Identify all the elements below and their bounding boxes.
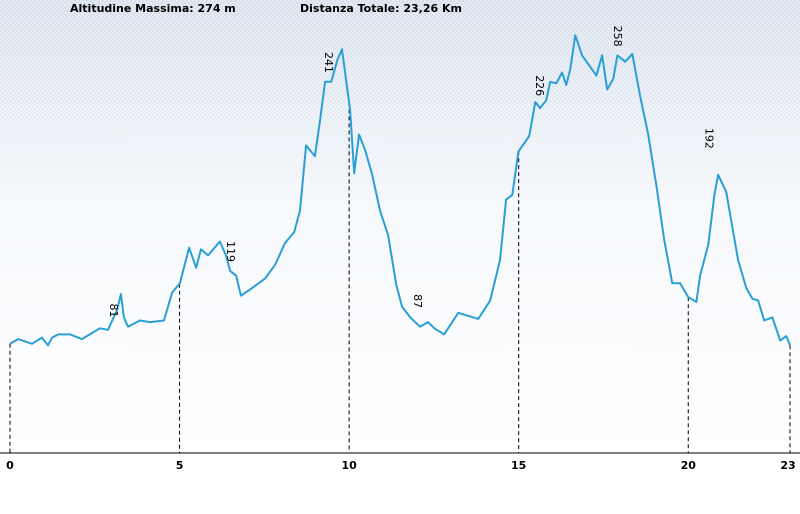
point-label: 241: [322, 52, 335, 73]
x-tick-label: 0: [6, 459, 14, 472]
point-label: 192: [703, 128, 716, 149]
point-label: 258: [611, 26, 624, 47]
elevation-line: [9, 34, 791, 347]
plot-texture: [0, 0, 800, 453]
x-tick-label: 10: [341, 459, 357, 472]
point-label: 81: [107, 303, 120, 317]
point-label: 119: [224, 241, 237, 262]
point-label: 87: [411, 294, 424, 308]
point-label: 226: [533, 75, 546, 96]
x-tick-label: 15: [511, 459, 526, 472]
max-altitude: Altitudine Massima: 274 m: [70, 2, 236, 15]
x-tick-label: 5: [176, 459, 184, 472]
x-tick-label: 23: [780, 459, 795, 472]
x-tick-label: 20: [681, 459, 697, 472]
total-distance: Distanza Totale: 23,26 Km: [300, 2, 462, 15]
